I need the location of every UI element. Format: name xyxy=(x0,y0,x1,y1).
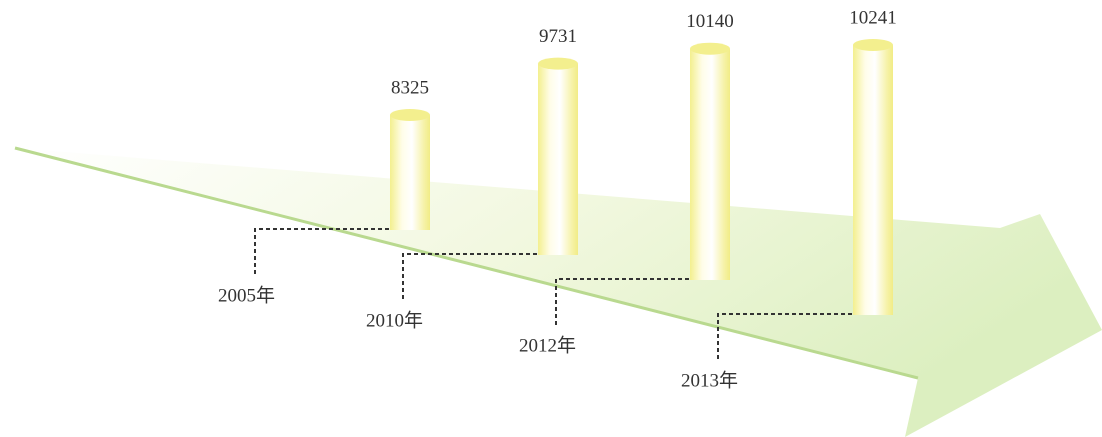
leader-line xyxy=(717,313,873,360)
cylinder-top xyxy=(853,39,893,51)
cylinder-top xyxy=(690,42,730,55)
value-label: 8325 xyxy=(391,77,429,98)
category-label: 2005年 xyxy=(218,284,275,306)
arrow-edge xyxy=(14,146,919,380)
cylinder-body xyxy=(690,48,730,281)
leader-line xyxy=(254,228,410,275)
category-label: 2010年 xyxy=(366,309,423,331)
leader-line xyxy=(402,253,558,300)
category-label: 2013年 xyxy=(681,369,738,391)
arrow-band xyxy=(15,148,1102,437)
cylinder-body xyxy=(538,63,578,255)
leader-line xyxy=(555,278,710,325)
cylinder-body xyxy=(853,45,893,315)
cylinder-top xyxy=(538,57,578,70)
value-label: 10241 xyxy=(849,7,897,28)
value-label: 10140 xyxy=(686,11,734,32)
value-label: 9731 xyxy=(539,26,577,47)
category-label: 2012年 xyxy=(519,334,576,356)
cylinder-body xyxy=(390,115,430,230)
cylinder-top xyxy=(390,109,430,121)
